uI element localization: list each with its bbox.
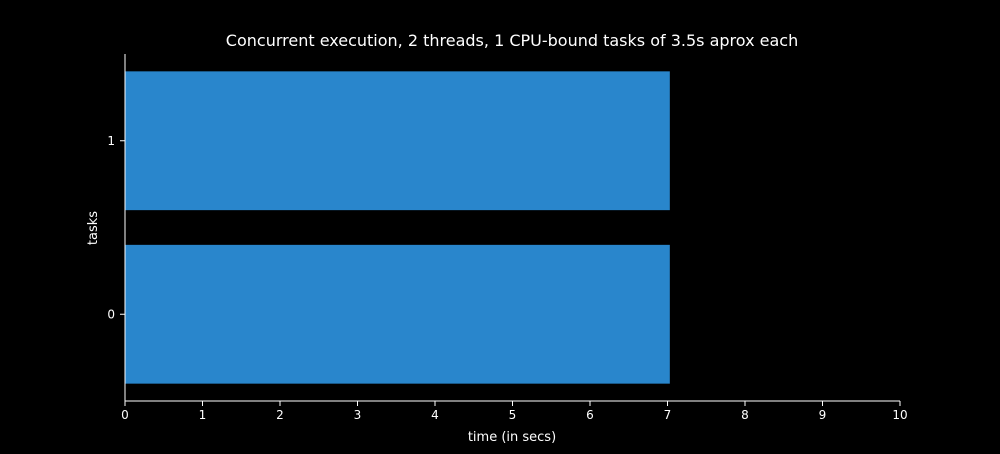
x-tick-label: 2 (276, 408, 284, 422)
axes-layer: 0 1 2 3 4 5 6 7 8 9 10 0 1 (107, 54, 908, 422)
x-tick-label: 7 (664, 408, 672, 422)
bar-task-0 (125, 244, 670, 384)
y-axis-label: tasks (86, 211, 101, 245)
x-tick-label: 8 (741, 408, 749, 422)
bar-task-1 (125, 71, 670, 211)
x-axis-label: time (in secs) (468, 430, 556, 445)
x-tick-label: 9 (819, 408, 827, 422)
x-tick-label: 0 (121, 408, 129, 422)
y-tick-label: 0 (107, 307, 115, 321)
x-tick-label: 10 (892, 408, 907, 422)
chart-title: Concurrent execution, 2 threads, 1 CPU-b… (226, 31, 798, 50)
x-tick-label: 4 (431, 408, 439, 422)
x-tick-label: 3 (354, 408, 362, 422)
x-tick-label: 5 (509, 408, 517, 422)
x-tick-label: 1 (199, 408, 207, 422)
x-tick-label: 6 (586, 408, 594, 422)
y-tick-label: 1 (107, 134, 115, 148)
bars-layer (125, 71, 670, 384)
